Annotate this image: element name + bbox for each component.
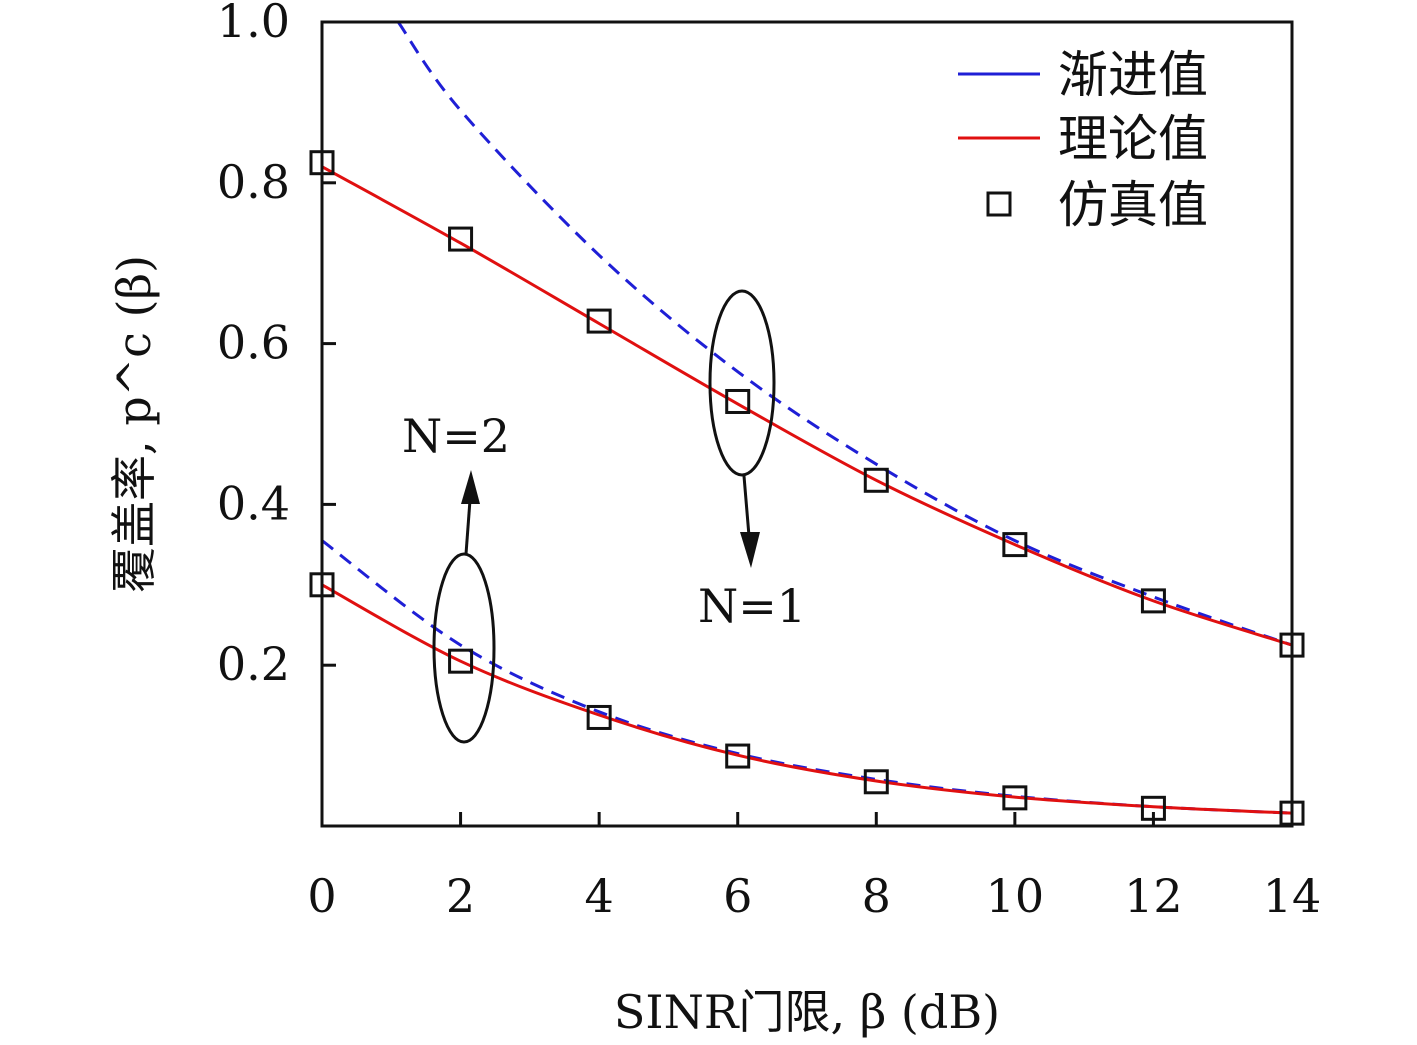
- x-tick-label: 0: [307, 869, 336, 923]
- y-tick-label: 0.2: [217, 637, 290, 691]
- series-line-theory-n2: [321, 583, 1293, 815]
- x-axis-title: SINR门限, β (dB): [614, 985, 1000, 1039]
- arrow-shaft-n1: [742, 475, 751, 537]
- x-tick-label: 14: [1263, 869, 1322, 923]
- series-line-theory-n1: [321, 165, 1293, 647]
- x-tick-label: 4: [585, 869, 614, 923]
- sim-point-n2: [448, 648, 474, 674]
- x-tick-label: 10: [986, 869, 1045, 923]
- legend-label-simulation: 仿真值: [1058, 176, 1208, 234]
- sim-point-n1: [863, 467, 889, 493]
- legend-label-theory: 理论值: [1058, 110, 1208, 168]
- group-ellipse-n1: [708, 289, 776, 477]
- arrow-head-n2: [461, 470, 480, 504]
- tick-layer: 0 2 4 6 8 10 12 14 0.2 0.4 0.6 0.8 1.0: [217, 0, 1321, 923]
- legend: 渐进值 理论值 仿真值: [958, 46, 1208, 234]
- sim-point-n1: [725, 388, 751, 414]
- marker-layer: [309, 150, 1305, 826]
- x-tick-label: 6: [723, 869, 752, 923]
- sim-point-n1: [586, 308, 612, 334]
- sim-point-n1: [1002, 532, 1028, 558]
- x-tick-label: 8: [862, 869, 891, 923]
- sim-point-n2: [1002, 785, 1028, 811]
- y-tick-label: 1.0: [217, 0, 290, 48]
- arrow-shaft-n2: [464, 499, 472, 555]
- y-axis-title: 覆盖率, p^c (β): [107, 255, 161, 593]
- x-tick-label: 12: [1124, 869, 1183, 923]
- x-tick-label: 2: [446, 869, 475, 923]
- series-line-asymptotic-n2: [321, 539, 1293, 815]
- y-tick-label: 0.6: [217, 316, 290, 370]
- series-layer: [321, 21, 1293, 815]
- group-ellipse-n2: [432, 552, 496, 744]
- sim-point-n2: [725, 743, 751, 769]
- sim-point-n2: [586, 704, 612, 730]
- series-line-asymptotic-n1: [396, 21, 1293, 647]
- annotation-n1: N=1: [698, 579, 806, 633]
- plot-frame: [320, 20, 1294, 828]
- annotations: N=2 N=1: [402, 289, 806, 744]
- legend-swatch-simulation: [986, 191, 1012, 217]
- legend-label-asymptotic: 渐进值: [1058, 46, 1208, 104]
- sim-point-n1: [1140, 588, 1166, 614]
- annotation-n2: N=2: [402, 409, 510, 463]
- sim-point-n2: [863, 769, 889, 795]
- y-tick-label: 0.4: [217, 476, 290, 530]
- y-tick-label: 0.8: [217, 155, 290, 209]
- sim-point-n1: [448, 226, 474, 252]
- arrow-head-n1: [740, 532, 760, 568]
